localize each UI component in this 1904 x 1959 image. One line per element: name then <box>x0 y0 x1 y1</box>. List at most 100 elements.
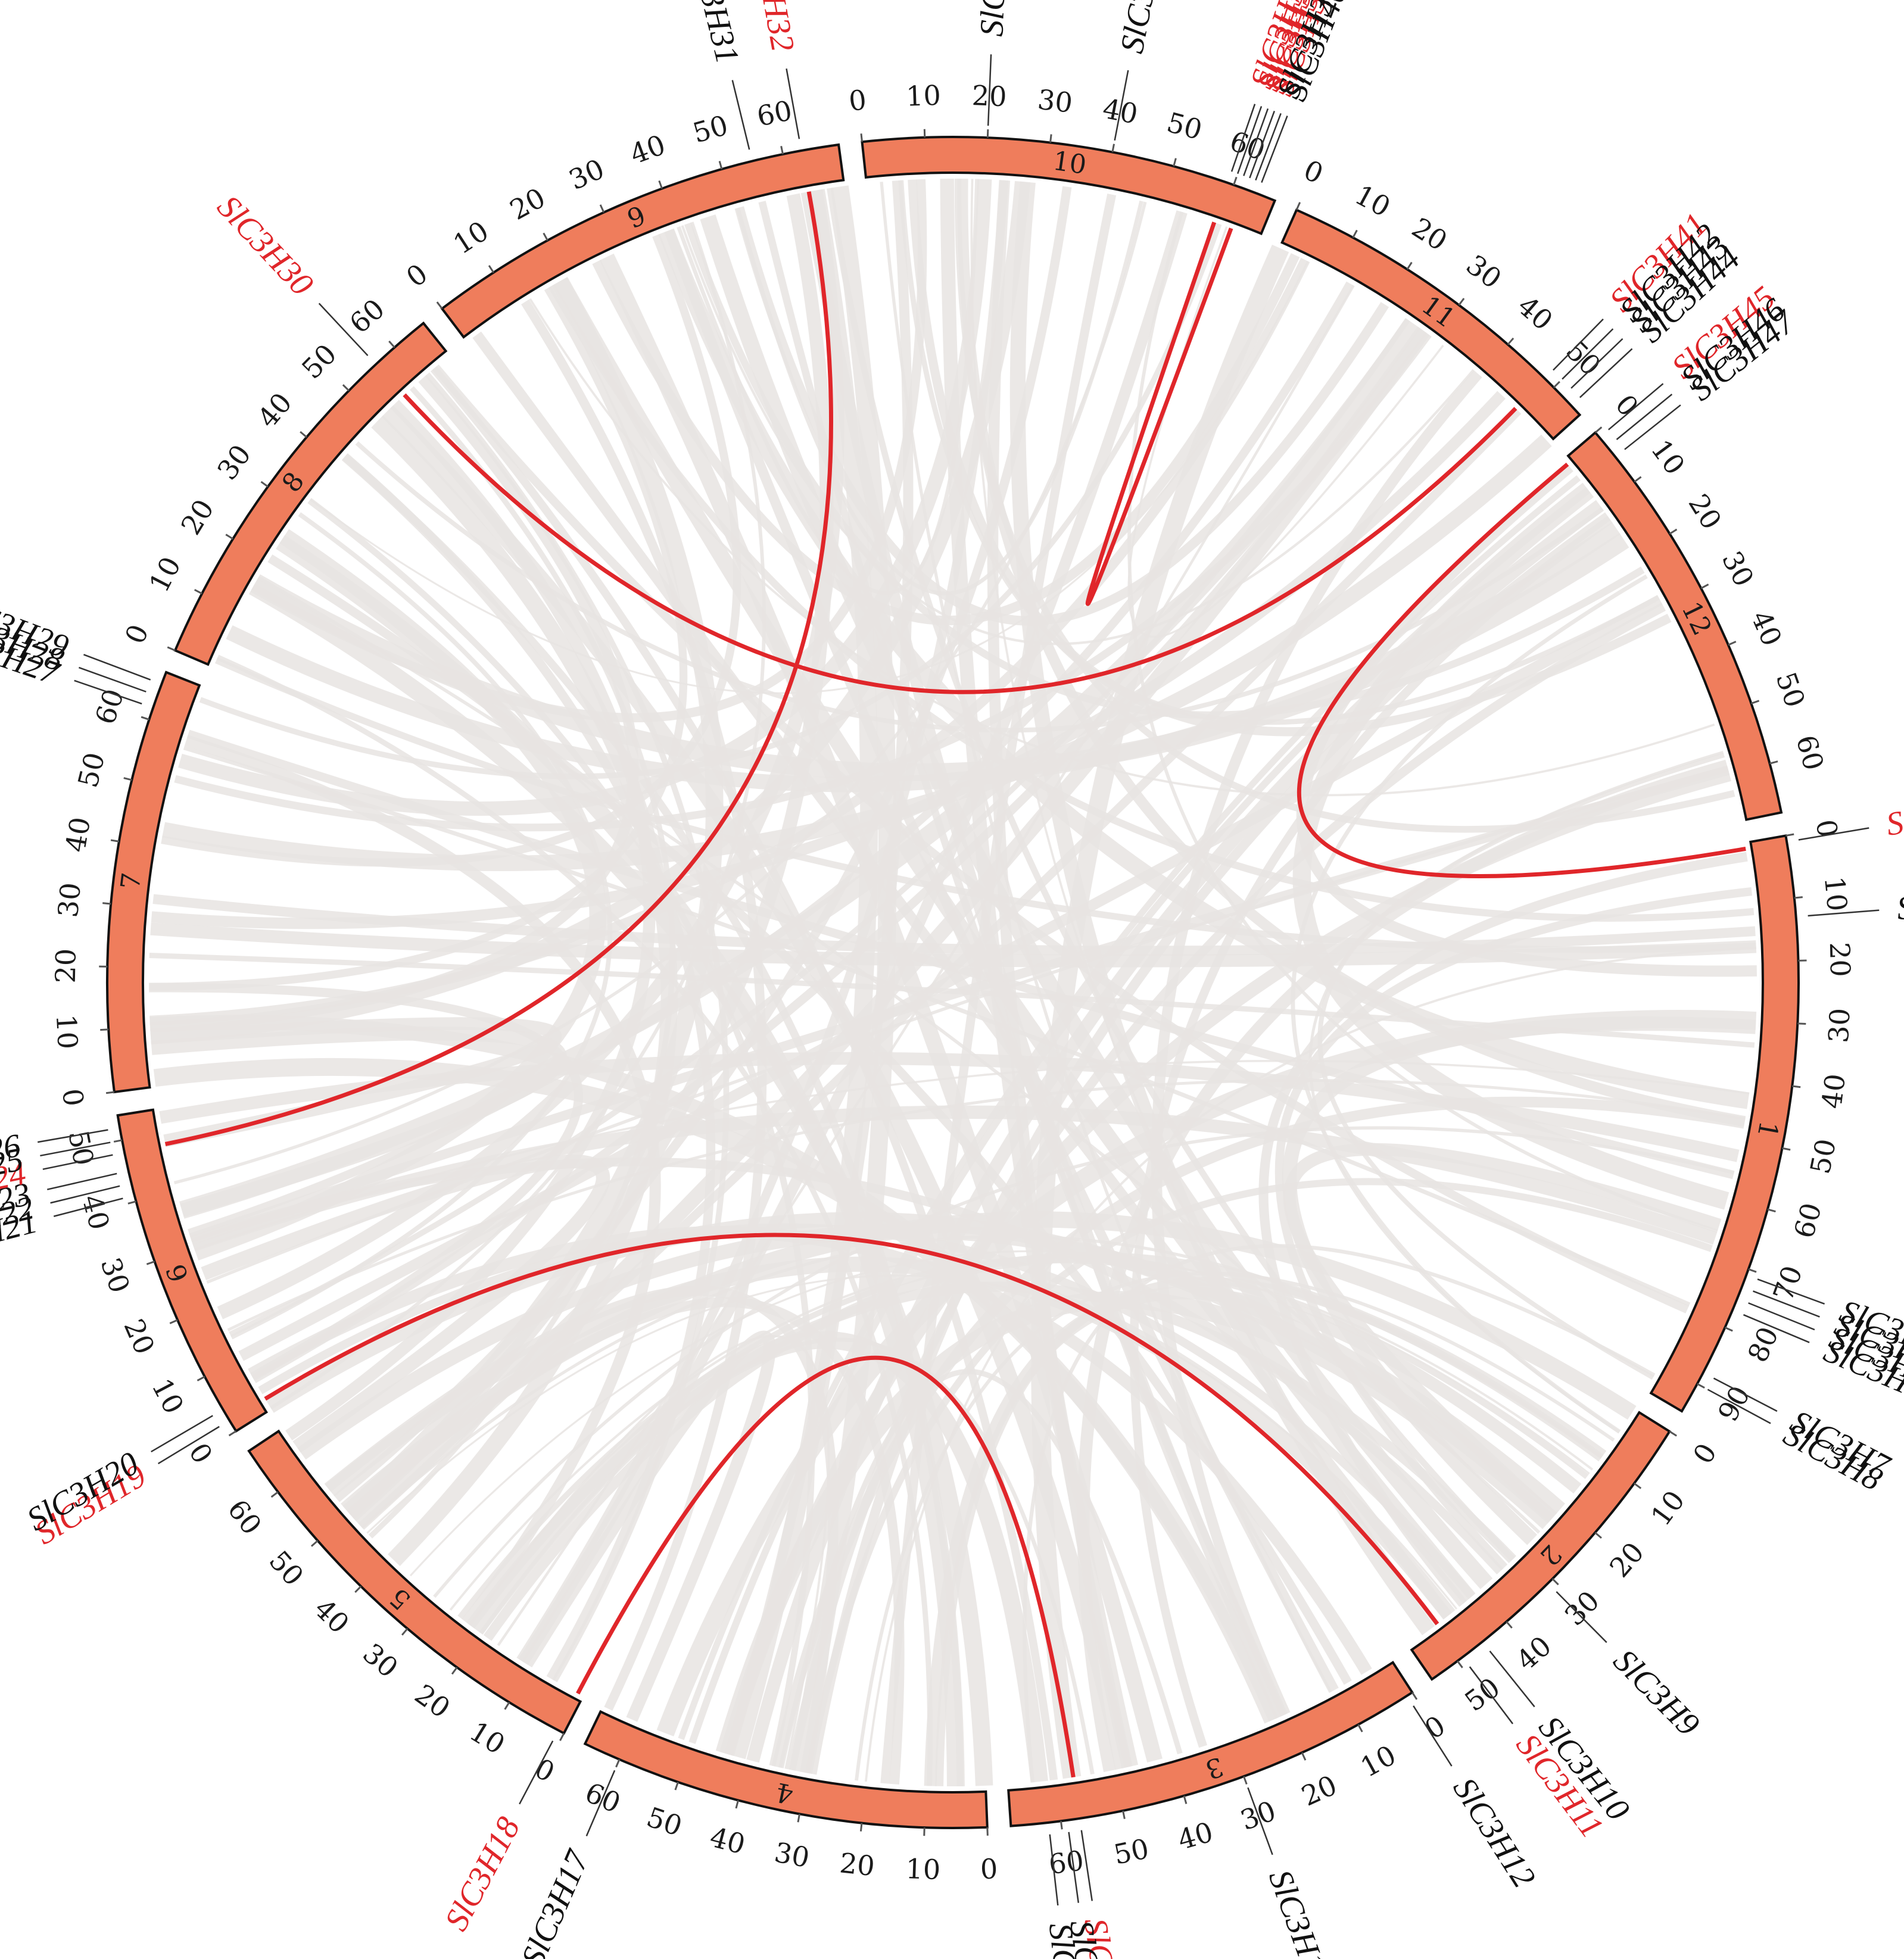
tick-label: 20 <box>49 948 82 984</box>
gene-label-slc3h30: SlC3H30 <box>210 188 320 302</box>
background-link <box>257 576 1541 1534</box>
tick-mark <box>1594 1531 1602 1539</box>
tick-mark <box>1111 144 1115 152</box>
chromosome-1-arc <box>1649 834 1800 1413</box>
tick-mark <box>146 1261 155 1265</box>
tick-mark <box>1406 261 1413 270</box>
tick-label: 50 <box>689 109 731 149</box>
chromosome-12-arc <box>1566 431 1783 821</box>
tick-mark <box>1506 1621 1513 1629</box>
background-link <box>342 453 965 1787</box>
highlight-link-slc3h35-slc3h38 <box>1085 222 1233 606</box>
tick-label: 10 <box>145 1373 190 1419</box>
chromosome-10-label: 10 <box>1051 146 1089 180</box>
background-link <box>1127 226 1444 638</box>
tick-label: 20 <box>174 494 220 540</box>
background-link <box>201 1154 610 1453</box>
background-link <box>230 512 613 1340</box>
tick-mark <box>859 1823 863 1832</box>
tick-label: 30 <box>94 1253 136 1297</box>
tick-mark <box>197 1375 205 1381</box>
highlight-link-slc3h1-slc3h45 <box>1297 463 1746 878</box>
tick-mark <box>1782 1147 1791 1151</box>
tick-label: 60 <box>343 292 391 339</box>
background-link <box>325 1256 1456 1620</box>
gene-leader-line <box>1553 319 1604 371</box>
tick-label: 50 <box>1111 1832 1152 1871</box>
background-link <box>957 178 1746 1127</box>
tick-label: 10 <box>1355 1739 1401 1783</box>
tick-label: 20 <box>1406 211 1453 257</box>
tick-label: 0 <box>119 620 155 648</box>
gene-leader-line <box>731 80 750 150</box>
gene-leader-line <box>1608 383 1664 431</box>
tick-mark <box>1634 476 1642 483</box>
tick-label: 10 <box>905 79 941 113</box>
gene-leader-line <box>1707 1389 1771 1424</box>
background-link <box>1031 244 1289 1779</box>
gene-leader-line <box>1068 1832 1080 1903</box>
tick-label: 10 <box>1818 875 1854 913</box>
tick-label: 20 <box>117 1314 161 1359</box>
background-link <box>178 179 992 816</box>
background-link <box>432 364 1690 1314</box>
tick-label: 40 <box>1745 606 1788 651</box>
gene-leader-line <box>157 1425 220 1465</box>
gene-label-slc3h2: SlC3H2 <box>1896 882 1904 928</box>
tick-label: 50 <box>1459 1671 1506 1718</box>
chromosome-8-arc <box>173 321 448 666</box>
tick-label: 40 <box>626 129 670 171</box>
background-link <box>678 475 1581 1740</box>
gene-leader-line <box>46 1172 117 1190</box>
background-link <box>347 193 834 1521</box>
tick-mark <box>1357 1724 1363 1733</box>
tick-mark <box>1553 380 1560 388</box>
gene-label-slc3h17: SlC3H17 <box>514 1844 597 1959</box>
gene-leader-line <box>1247 1787 1273 1855</box>
tick-mark <box>1457 1660 1463 1668</box>
background-link <box>307 498 815 1767</box>
tick-label: 40 <box>251 386 298 434</box>
chromosome-9-arc <box>440 143 845 339</box>
tick-label: 10 <box>1644 1484 1691 1531</box>
background-link <box>684 222 1645 719</box>
tick-mark <box>718 161 723 170</box>
gene-label-slc3h32: SlC3H32 <box>743 0 802 54</box>
tick-label: 20 <box>838 1846 876 1882</box>
tick-mark <box>1173 158 1177 167</box>
tick-label: 60 <box>222 1493 268 1540</box>
tick-mark <box>504 1702 510 1710</box>
tick-label: 10 <box>905 1852 941 1886</box>
tick-mark <box>1669 1430 1677 1437</box>
background-link <box>658 228 1750 1109</box>
tick-label: 20 <box>1682 488 1728 535</box>
gene-leader-line <box>1249 110 1276 179</box>
tick-label: 40 <box>1174 1815 1217 1856</box>
tick-label: 50 <box>263 1545 310 1592</box>
tick-mark <box>543 232 549 241</box>
background-link <box>736 200 1143 596</box>
tick-mark <box>780 145 784 155</box>
tick-label: 30 <box>1559 1584 1606 1632</box>
highlight-link-slc3h11-slc3h19 <box>264 1233 1439 1626</box>
tick-label: 10 <box>464 1715 510 1761</box>
chromosome-3-arc <box>1007 1661 1414 1827</box>
tick-mark <box>388 340 395 348</box>
gene-leader-line <box>318 302 369 357</box>
chromosome-4-arc <box>583 1710 989 1829</box>
tick-label: 40 <box>1815 1072 1852 1110</box>
tick-mark <box>1594 426 1603 433</box>
tick-mark <box>1700 584 1709 589</box>
tick-mark <box>1551 1578 1559 1586</box>
tick-mark <box>194 589 202 595</box>
tick-mark <box>1507 338 1515 345</box>
tick-label: 30 <box>357 1637 404 1684</box>
tick-mark <box>300 431 307 438</box>
tick-mark <box>354 1586 362 1593</box>
background-link <box>258 1223 1475 1599</box>
background-link <box>238 595 1663 1361</box>
tick-mark <box>1059 1821 1063 1830</box>
tick-mark <box>225 534 233 540</box>
gene-leader-line <box>1114 70 1129 141</box>
tick-mark <box>105 1091 115 1094</box>
